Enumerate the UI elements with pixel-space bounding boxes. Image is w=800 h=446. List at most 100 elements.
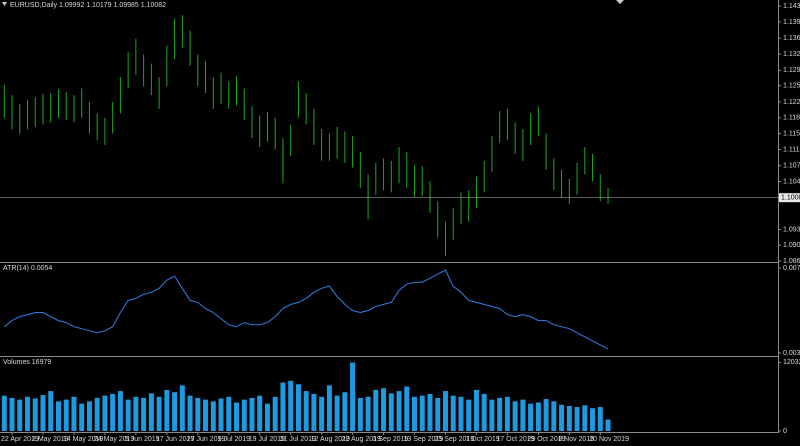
volume-bar: [203, 399, 209, 431]
y-tick-label: 1.13970: [783, 19, 800, 26]
x-tick-label: 25 Sep 2019: [434, 436, 474, 443]
volume-bar: [435, 397, 441, 431]
y-tick-label: 1.11150: [783, 146, 800, 153]
x-tick-label: 12 Aug 2019: [311, 436, 350, 443]
y-tick-label: 1.11850: [783, 115, 800, 122]
y-tick-label: 1.14320: [783, 3, 800, 10]
x-tick-label: 14 May 2019: [63, 436, 104, 443]
x-tick-label: 22 Apr 2019: [1, 436, 39, 443]
volume-bar: [110, 393, 116, 431]
volume-bar: [63, 399, 69, 431]
volume-bar: [342, 392, 348, 431]
x-tick-label: 2 May 2019: [32, 436, 69, 443]
volume-bar: [466, 399, 472, 431]
volume-bar: [226, 396, 232, 431]
volume-bar: [551, 401, 557, 431]
volume-bar: [241, 399, 247, 431]
volume-bar: [9, 397, 15, 431]
volume-bar: [427, 393, 433, 431]
x-tick-label: 31 Jul 2019: [280, 436, 316, 443]
x-tick-label: 17 Oct 2019: [496, 436, 534, 443]
volume-bar: [195, 397, 201, 431]
volume-bar: [133, 396, 139, 431]
volume-bar: [311, 393, 317, 431]
volume-bar: [605, 419, 611, 431]
volume-bar: [210, 401, 216, 431]
volume-bar: [25, 396, 31, 431]
x-tick-label: 13 Sep 2019: [404, 436, 444, 443]
volume-bar: [164, 389, 170, 431]
x-tick-label: 9 Jul 2019: [218, 436, 250, 443]
x-tick-label: 7 Oct 2019: [465, 436, 499, 443]
y-tick-label: 0: [783, 428, 787, 435]
volume-bar: [381, 388, 387, 431]
volume-bar: [295, 384, 301, 431]
volume-bar: [528, 403, 534, 431]
volume-bar: [48, 391, 54, 431]
volume-bar: [597, 407, 603, 431]
volume-bar: [458, 396, 464, 431]
volume-bar: [40, 395, 46, 431]
x-tick-label: 5 Jun 2019: [125, 436, 160, 443]
volume-bar: [179, 385, 185, 431]
x-tick-label: 24 May 2019: [94, 436, 135, 443]
x-tick-label: 3 Sep 2019: [373, 436, 409, 443]
volume-bar: [94, 397, 100, 431]
x-tick-label: 8 Nov 2019: [558, 436, 594, 443]
volume-bar: [590, 408, 596, 431]
y-tick-label: 1.12900: [783, 67, 800, 74]
volume-bar: [234, 402, 239, 431]
volume-bar: [350, 362, 356, 431]
shift-marker: [616, 0, 624, 4]
y-tick-label: 1.10440: [783, 178, 800, 185]
volume-bar: [117, 391, 123, 431]
volume-bar: [32, 398, 38, 431]
volume-bar: [497, 397, 503, 431]
chart-title: EURUSD,Daily 1.09992 1.10179 1.09985 1.1…: [10, 2, 166, 9]
volume-bar: [566, 405, 572, 431]
x-tick-label: 22 Aug 2019: [342, 436, 381, 443]
volume-bar: [156, 396, 162, 431]
current-price-box: [779, 193, 800, 203]
volume-bar: [102, 395, 108, 431]
volume-bar: [412, 396, 418, 431]
atr-line: [3, 269, 609, 350]
y-tick-label: 0.0074: [783, 265, 800, 272]
volume-bar: [172, 392, 178, 431]
x-tick-label: 17 Jun 2019: [156, 436, 195, 443]
volume-bar: [71, 396, 77, 431]
volume-bar: [419, 395, 425, 431]
volume-bar: [187, 395, 193, 431]
volume-bar: [319, 396, 325, 431]
volume-bar: [272, 396, 278, 431]
volume-bar: [373, 389, 379, 431]
volume-bar: [148, 393, 154, 431]
volume-bar: [326, 385, 332, 431]
menu-arrow: [2, 2, 7, 6]
volume-bar: [504, 396, 510, 431]
volume-bar: [543, 399, 549, 431]
volume-bar: [264, 403, 270, 431]
y-tick-label: 1.11500: [783, 130, 800, 137]
y-tick-label: 0.0032: [783, 350, 800, 357]
volume-bar: [535, 402, 541, 431]
volume-bar: [559, 404, 565, 431]
volume-bar: [257, 395, 263, 431]
volume-bar: [481, 393, 487, 431]
y-tick-label: 120328: [783, 359, 800, 366]
atr-title: ATR(14) 0.0054: [3, 265, 52, 272]
volume-bar: [582, 405, 588, 431]
x-tick-label: 19 Jul 2019: [249, 436, 285, 443]
volume-bar: [357, 397, 363, 431]
volume-bar: [86, 401, 92, 431]
volume-bar: [574, 407, 580, 431]
x-tick-label: 29 Oct 2019: [527, 436, 565, 443]
y-tick-label: 1.12200: [783, 99, 800, 106]
volume-bar: [218, 398, 224, 431]
volume-bar: [303, 391, 309, 431]
x-tick-label: 27 Jun 2019: [187, 436, 226, 443]
y-tick-label: 1.09380: [783, 226, 800, 233]
